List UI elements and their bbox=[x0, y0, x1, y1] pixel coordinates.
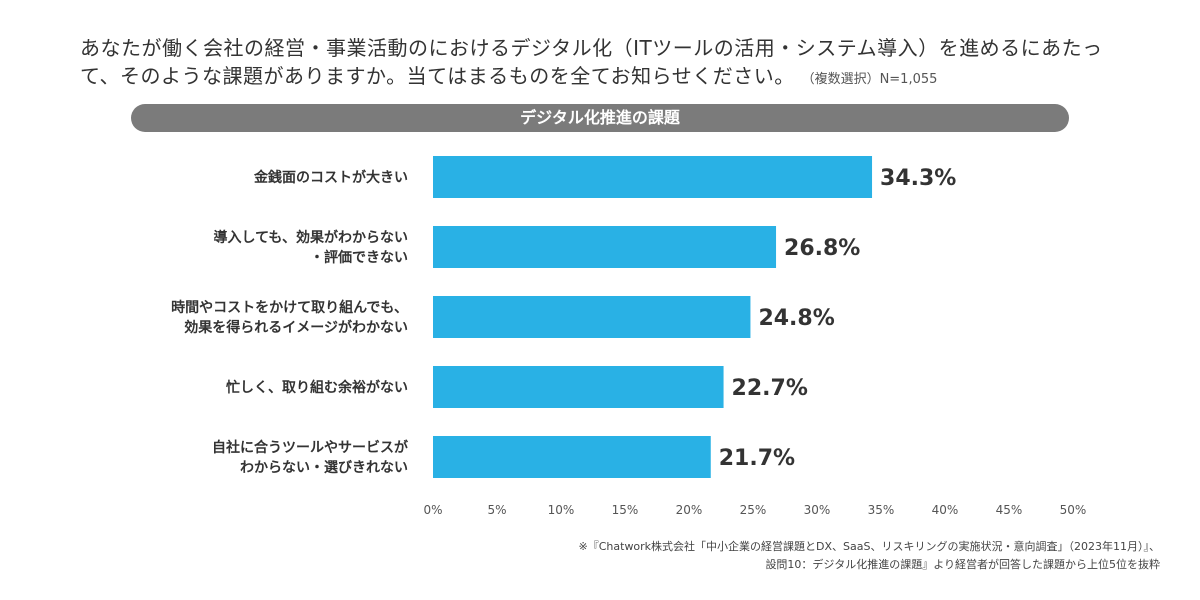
x-tick-label-9: 45% bbox=[996, 503, 1023, 517]
footnote: ※『Chatwork株式会社「中小企業の経営課題とDX、SaaS、リスキリングの… bbox=[579, 538, 1160, 574]
value-label-3: 22.7% bbox=[732, 376, 808, 401]
bar-4 bbox=[433, 436, 711, 478]
category-label-2-line-1: 効果を得られるイメージがわかない bbox=[184, 319, 408, 336]
value-label-0: 34.3% bbox=[880, 166, 956, 191]
footnote-line-2: 設問10：デジタル化推進の課題』より経営者が回答した課題から上位5位を抜粋 bbox=[765, 558, 1160, 571]
value-label-2: 24.8% bbox=[758, 306, 834, 331]
category-label-4-line-1: わからない・選びきれない bbox=[240, 460, 408, 476]
question-text: あなたが働く会社の経営・事業活動のにおけるデジタル化（ITツールの活用・システム… bbox=[80, 36, 1103, 88]
x-tick-label-10: 50% bbox=[1060, 503, 1087, 517]
x-tick-label-7: 35% bbox=[868, 503, 895, 517]
x-tick-label-2: 10% bbox=[548, 503, 575, 517]
x-tick-label-3: 15% bbox=[612, 503, 639, 517]
chart-title: デジタル化推進の課題 bbox=[131, 104, 1069, 132]
survey-question: あなたが働く会社の経営・事業活動のにおけるデジタル化（ITツールの活用・システム… bbox=[80, 34, 1140, 94]
value-label-1: 26.8% bbox=[784, 236, 860, 261]
category-label-3: 忙しく、取り組む余裕がない bbox=[226, 379, 408, 396]
category-label-2-line-0: 時間やコストをかけて取り組んでも、 bbox=[171, 299, 408, 316]
bar-3 bbox=[433, 366, 724, 408]
x-tick-label-0: 0% bbox=[423, 503, 442, 517]
value-label-4: 21.7% bbox=[719, 446, 795, 471]
bar-0 bbox=[433, 156, 873, 198]
x-tick-label-5: 25% bbox=[740, 503, 767, 517]
x-tick-label-8: 40% bbox=[932, 503, 959, 517]
category-label-4-line-0: 自社に合うツールやサービスが bbox=[212, 439, 409, 456]
category-label-1-line-1: ・評価できない bbox=[310, 249, 408, 266]
bar-1 bbox=[433, 226, 777, 268]
category-label-1-line-0: 導入しても、効果がわからない bbox=[214, 229, 408, 246]
bar-2 bbox=[433, 296, 751, 338]
question-note: （複数選択）N=1,055 bbox=[801, 72, 938, 87]
x-tick-label-6: 30% bbox=[804, 503, 831, 517]
footnote-line-1: ※『Chatwork株式会社「中小企業の経営課題とDX、SaaS、リスキリングの… bbox=[578, 540, 1160, 553]
category-label-0: 金銭面のコストが大きい bbox=[253, 169, 408, 186]
x-tick-label-1: 5% bbox=[487, 503, 506, 517]
x-tick-label-4: 20% bbox=[676, 503, 703, 517]
